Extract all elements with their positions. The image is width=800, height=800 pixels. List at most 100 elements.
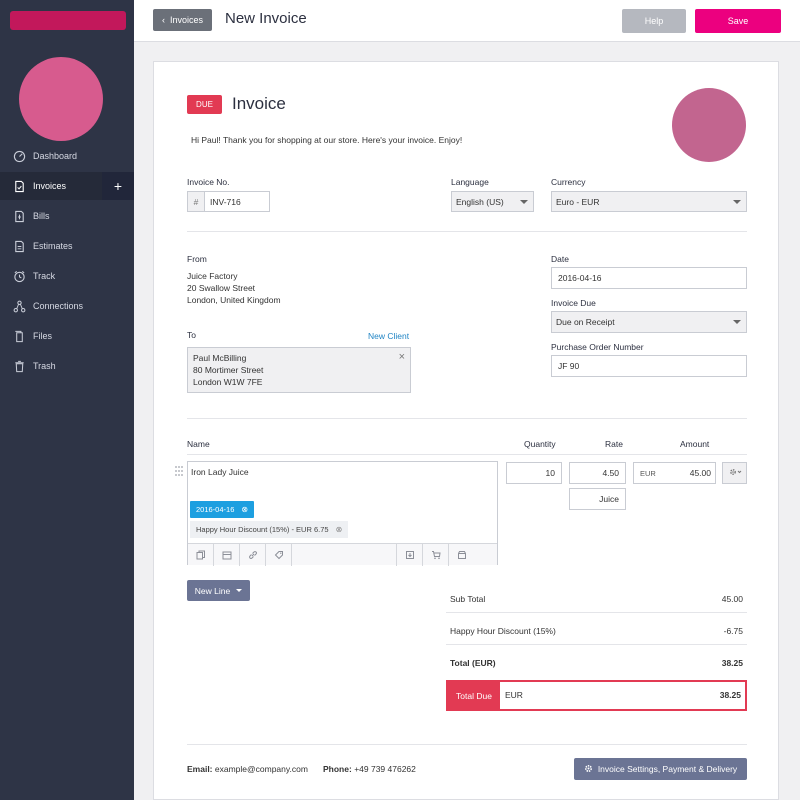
save-button[interactable]: Save xyxy=(695,9,781,33)
sidebar-item-trash[interactable]: Trash xyxy=(0,352,134,380)
invoice-number-field[interactable]: # INV-716 xyxy=(187,191,270,212)
discount-label: Happy Hour Discount (15%) xyxy=(450,626,556,636)
tag-icon[interactable] xyxy=(266,544,292,566)
sidebar-item-estimates[interactable]: Estimates xyxy=(0,232,134,260)
toolbar-spacer xyxy=(292,544,397,566)
footer-phone[interactable]: Phone: +49 739 476262 xyxy=(323,764,416,774)
new-line-label: New Line xyxy=(194,585,231,596)
rate-field[interactable]: 4.50 xyxy=(569,462,626,484)
invoice-due-label: Invoice Due xyxy=(551,298,596,308)
language-value: English (US) xyxy=(456,196,504,207)
brand-logo[interactable] xyxy=(10,11,126,30)
help-button[interactable]: Help xyxy=(622,9,686,33)
sidebar-item-dashboard[interactable]: Dashboard xyxy=(0,142,134,170)
invoice-document: DUE Invoice Hi Paul! Thank you for shopp… xyxy=(153,61,779,800)
discount-chip[interactable]: Happy Hour Discount (15%) - EUR 6.75 ⊗ xyxy=(190,521,349,538)
total-due-label: Total Due xyxy=(448,682,500,709)
drag-handle-icon[interactable] xyxy=(174,465,184,479)
dashboard-icon xyxy=(12,149,26,163)
currency-value: Euro - EUR xyxy=(556,196,600,207)
client-address-box[interactable]: Paul McBilling 80 Mortimer Street London… xyxy=(187,347,411,393)
line-item-name-box[interactable]: Iron Lady Juice 2016-04-16 ⊗ Happy Hour … xyxy=(187,461,498,566)
from-line: Juice Factory xyxy=(187,271,238,281)
new-client-link[interactable]: New Client xyxy=(368,331,410,341)
column-header-name: Name xyxy=(187,439,210,449)
clock-icon xyxy=(12,269,26,283)
email-value: example@company.com xyxy=(214,764,308,774)
date-field[interactable]: 2016-04-16 xyxy=(551,267,747,289)
quantity-field[interactable]: 10 xyxy=(506,462,562,484)
unit-field[interactable]: Juice xyxy=(569,488,626,510)
sidebar-item-label: Estimates xyxy=(33,241,73,251)
currency-label: Currency xyxy=(551,177,586,187)
quantity-value: 10 xyxy=(545,468,555,478)
save-item-icon[interactable] xyxy=(397,544,423,566)
invoice-settings-button[interactable]: Invoice Settings, Payment & Delivery xyxy=(574,758,747,780)
invoice-title: Invoice xyxy=(232,94,286,113)
from-line: London, United Kingdom xyxy=(187,295,281,305)
estimate-icon xyxy=(12,239,26,253)
sidebar-item-label: Trash xyxy=(33,361,56,371)
sidebar: Dashboard Invoices + Bills Estimates Tra… xyxy=(0,0,134,800)
sidebar-item-label: Invoices xyxy=(33,181,67,191)
sidebar-item-label: Track xyxy=(33,271,56,281)
invoice-due-value: Due on Receipt xyxy=(556,317,615,327)
add-invoice-button[interactable]: + xyxy=(102,172,134,200)
back-to-invoices-button[interactable]: ‹ Invoices xyxy=(153,9,212,31)
remove-date-icon[interactable]: ⊗ xyxy=(241,505,249,514)
greeting-message[interactable]: Hi Paul! Thank you for shopping at our s… xyxy=(191,135,463,145)
amount-field[interactable]: EUR 45.00 xyxy=(633,462,716,484)
invoice-due-select[interactable]: Due on Receipt xyxy=(551,311,747,333)
trash-icon xyxy=(12,359,26,373)
sidebar-item-files[interactable]: Files xyxy=(0,322,134,350)
divider xyxy=(187,744,747,745)
clear-client-icon[interactable]: × xyxy=(398,351,405,363)
invoice-settings-label: Invoice Settings, Payment & Delivery xyxy=(597,764,738,774)
total-due-currency: EUR xyxy=(505,690,523,700)
amount-value: 45.00 xyxy=(689,468,711,478)
link-icon[interactable] xyxy=(240,544,266,566)
po-number-field[interactable]: JF 90 xyxy=(551,355,747,377)
line-item-settings-button[interactable] xyxy=(722,462,747,484)
sidebar-item-label: Bills xyxy=(33,211,50,221)
divider xyxy=(187,418,747,419)
bill-icon xyxy=(12,209,26,223)
sidebar-item-track[interactable]: Track xyxy=(0,262,134,290)
email-label: Email: xyxy=(187,764,213,774)
copy-icon[interactable] xyxy=(188,544,214,566)
footer-email[interactable]: Email: example@company.com xyxy=(187,764,308,774)
hash-prefix: # xyxy=(188,192,205,211)
language-select[interactable]: English (US) xyxy=(451,191,534,212)
back-button-label: Invoices xyxy=(169,15,204,25)
divider xyxy=(187,454,747,455)
sidebar-item-bills[interactable]: Bills xyxy=(0,202,134,230)
sidebar-item-label: Dashboard xyxy=(33,151,78,161)
divider xyxy=(446,644,747,645)
sidebar-item-connections[interactable]: Connections xyxy=(0,292,134,320)
store-icon[interactable] xyxy=(449,544,475,566)
user-avatar[interactable] xyxy=(19,57,103,141)
to-line: London W1W 7FE xyxy=(193,377,263,387)
sidebar-item-invoices[interactable]: Invoices + xyxy=(0,172,134,200)
files-icon xyxy=(12,329,26,343)
chevron-down-icon xyxy=(733,320,741,324)
from-address[interactable]: Juice Factory 20 Swallow Street London, … xyxy=(187,270,281,306)
remove-discount-icon[interactable]: ⊗ xyxy=(335,525,343,534)
chevron-left-icon: ‹ xyxy=(161,15,165,25)
calendar-icon[interactable] xyxy=(214,544,240,566)
top-bar: ‹ Invoices New Invoice Help Save xyxy=(134,0,800,42)
connections-icon xyxy=(12,299,26,313)
date-label: Date xyxy=(551,254,569,264)
total-label: Total (EUR) xyxy=(450,658,496,668)
subtotal-label: Sub Total xyxy=(450,594,486,604)
from-line: 20 Swallow Street xyxy=(187,283,256,293)
line-item-name: Iron Lady Juice xyxy=(191,467,249,477)
gear-icon xyxy=(728,467,742,479)
new-line-button[interactable]: New Line xyxy=(187,580,250,601)
company-logo[interactable] xyxy=(672,88,746,162)
status-badge: DUE xyxy=(187,95,222,114)
date-chip[interactable]: 2016-04-16 ⊗ xyxy=(190,501,255,518)
currency-select[interactable]: Euro - EUR xyxy=(551,191,747,212)
total-value: 38.25 xyxy=(721,658,743,668)
cart-icon[interactable] xyxy=(423,544,449,566)
